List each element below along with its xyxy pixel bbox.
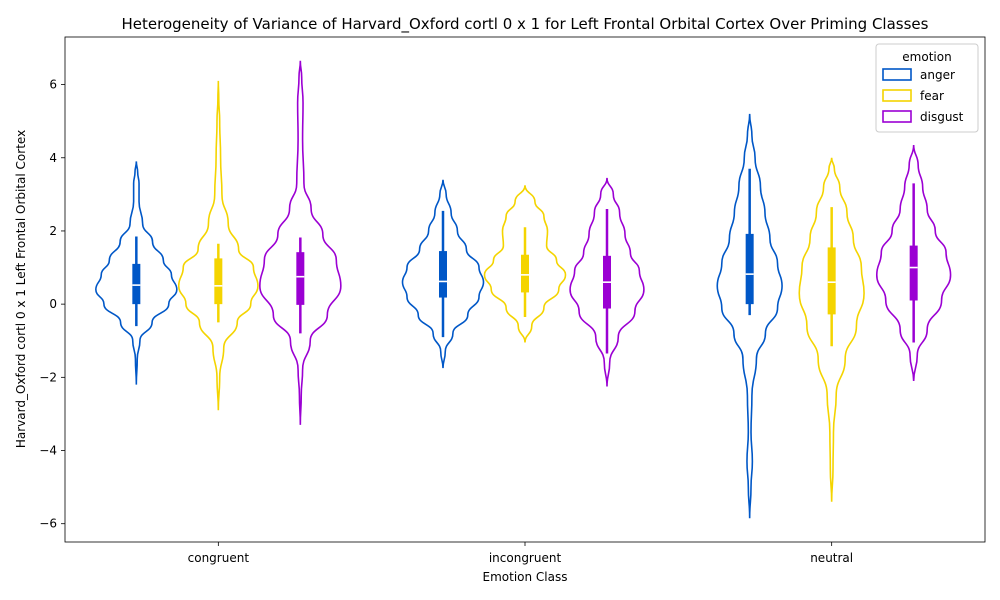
violin-outline	[875, 144, 952, 381]
violin-iqr-box	[214, 258, 223, 305]
legend-item-anger: anger	[882, 68, 955, 82]
x-tick-label: congruent	[188, 551, 250, 565]
legend-swatch	[882, 68, 912, 81]
violin-fear-congruent	[177, 80, 259, 411]
y-axis: −6 −4 −2 0 2 4 6	[39, 78, 65, 531]
legend-items: anger fear disgust	[882, 68, 964, 124]
legend-label: anger	[920, 68, 955, 82]
violin-iqr-box	[827, 247, 836, 315]
y-tick-label: 2	[49, 224, 57, 238]
legend-item-disgust: disgust	[882, 110, 964, 124]
violin-iqr-box	[296, 252, 305, 305]
legend-label: fear	[920, 89, 944, 103]
violin-fear-neutral	[798, 157, 865, 502]
violin-disgust-congruent	[259, 60, 342, 425]
legend-item-fear: fear	[882, 89, 944, 103]
legend-box	[875, 43, 979, 133]
y-tick-label: −4	[39, 444, 57, 458]
legend-swatch	[882, 89, 912, 102]
violin-disgust-incongruent	[569, 177, 645, 387]
violin-disgust-neutral	[875, 144, 952, 381]
y-axis-label: Harvard_Oxford cortl 0 x 1 Left Frontal …	[14, 130, 28, 448]
violins-layer	[95, 60, 952, 519]
legend: emotion anger fear disgust	[875, 43, 979, 133]
x-axis: congruent incongruent neutral	[188, 542, 853, 565]
violin-anger-congruent	[95, 161, 178, 385]
violin-outline	[798, 157, 865, 502]
violin-anger-incongruent	[401, 179, 485, 369]
legend-swatch	[882, 110, 912, 123]
y-tick-label: 0	[49, 297, 57, 311]
x-tick-label: neutral	[810, 551, 853, 565]
violin-iqr-box	[439, 251, 447, 298]
legend-title: emotion	[902, 50, 951, 64]
violin-outline	[716, 113, 783, 519]
violin-outline	[569, 177, 645, 387]
violin-iqr-box	[909, 245, 918, 301]
legend-label: disgust	[920, 110, 964, 124]
violin-anger-neutral	[716, 113, 783, 519]
y-tick-label: 6	[49, 78, 57, 92]
y-tick-label: −6	[39, 517, 57, 531]
violin-iqr-box	[521, 254, 529, 293]
violin-outline	[483, 185, 567, 343]
y-tick-label: 4	[49, 151, 57, 165]
x-tick-label: incongruent	[489, 551, 562, 565]
chart-title: Heterogeneity of Variance of Harvard_Oxf…	[122, 15, 929, 34]
y-tick-label: −2	[39, 370, 57, 384]
violin-fear-incongruent	[483, 185, 567, 343]
x-axis-label: Emotion Class	[483, 570, 568, 584]
violin-iqr-box	[745, 233, 754, 305]
violin-iqr-box	[132, 263, 141, 305]
